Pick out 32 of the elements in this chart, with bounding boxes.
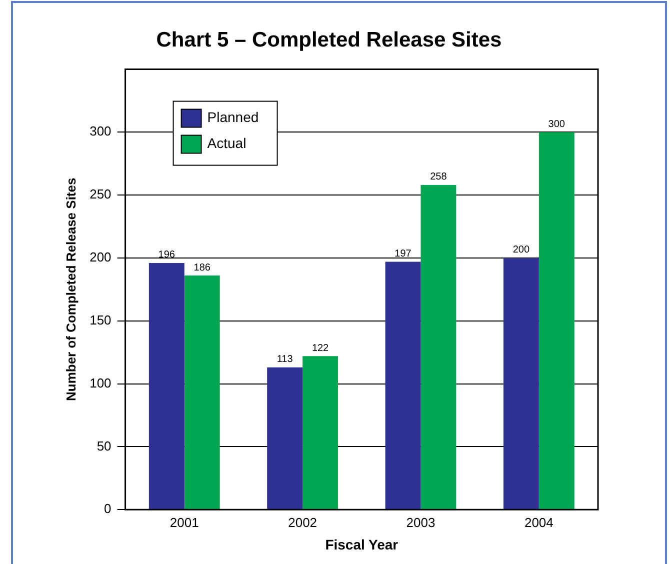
y-tick-label: 150: [90, 312, 112, 328]
data-label: 197: [394, 248, 412, 260]
bar: [503, 258, 539, 510]
y-tick-label: 200: [90, 250, 112, 265]
x-tick-label: 2002: [288, 514, 318, 530]
x-axis-title: Fiscal Year: [325, 536, 399, 552]
bar: [538, 132, 574, 510]
data-label: 200: [512, 244, 530, 256]
data-label: 113: [276, 354, 294, 366]
y-tick-label: 250: [90, 186, 112, 202]
x-tick-label: 2003: [406, 514, 436, 530]
data-label: 258: [430, 172, 448, 183]
bar: [302, 356, 338, 510]
data-label: 122: [312, 342, 330, 354]
data-label: 300: [548, 118, 566, 130]
data-label: 186: [194, 262, 211, 274]
chart-title: Chart 5 – Completed Release Sites: [156, 28, 502, 52]
y-axis-title: Number of Completed Release Sites: [63, 178, 78, 402]
y-tick-label: 50: [96, 438, 112, 454]
x-tick-label: 2001: [170, 514, 199, 530]
bar: [184, 276, 220, 510]
data-label: 196: [158, 250, 176, 261]
legend-label: Actual: [207, 135, 246, 152]
bar: [148, 262, 184, 510]
bar: [267, 367, 303, 510]
x-tick-label: 2004: [524, 514, 554, 530]
y-tick-label: 0: [104, 501, 112, 516]
bar: [420, 184, 456, 510]
legend-label: Planned: [207, 109, 259, 126]
y-tick-label: 300: [90, 124, 112, 139]
bar: [385, 262, 421, 510]
y-tick-label: 100: [90, 375, 112, 390]
